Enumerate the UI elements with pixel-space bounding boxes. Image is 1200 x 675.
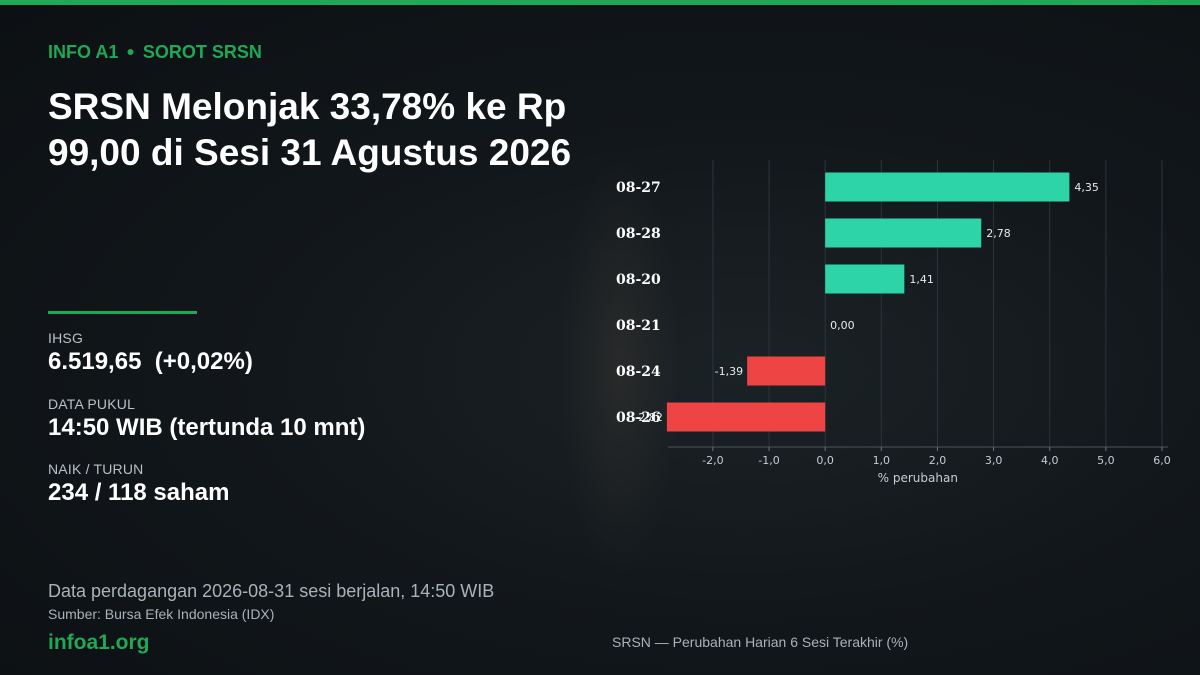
bar: [825, 172, 1070, 202]
data-label: -2,82: [634, 411, 662, 424]
top-accent-bar: [0, 0, 1200, 5]
data-label: 0,00: [830, 319, 855, 332]
x-axis-label: % perubahan: [878, 471, 958, 485]
x-tick-label: 5,0: [1097, 454, 1115, 467]
stat-ihsg: IHSG 6.519,65 (+0,02%): [48, 330, 253, 376]
brand-label: INFO A1: [48, 42, 119, 62]
trading-note: Data perdagangan 2026-08-31 sesi berjala…: [48, 581, 495, 601]
category-label: 08-24: [616, 364, 661, 380]
x-tick-label: 3,0: [985, 454, 1003, 467]
background-glow: [560, 150, 680, 580]
headline: SRSN Melonjak 33,78% ke Rp 99,00 di Sesi…: [48, 86, 572, 173]
section-label: SOROT SRSN: [142, 42, 262, 62]
category-label: 08-20: [616, 272, 661, 288]
bar-chart: -2,0 -1,0 0,0 1,0 2,0 3,0 4,0 5,0 6,0 % perubahan…: [616, 160, 1171, 485]
stat-label: DATA PUKUL: [48, 396, 136, 412]
bar: [666, 402, 826, 432]
category-label: 08-26: [616, 410, 661, 426]
bullet-dot-icon: ●: [126, 43, 135, 59]
data-label: -1,39: [715, 365, 743, 378]
x-tick-label: 4,0: [1041, 454, 1059, 467]
kicker: INFO A1 ● SOROT SRSN: [48, 42, 262, 63]
category-label: 08-27: [616, 180, 661, 196]
stat-label: IHSG: [48, 330, 84, 346]
data-label: 1,41: [909, 273, 934, 286]
category-label: 08-21: [616, 318, 661, 334]
stat-data-time: DATA PUKUL 14:50 WIB (tertunda 10 mnt): [48, 396, 365, 442]
bar: [825, 264, 905, 294]
bar: [825, 218, 982, 248]
source-note: Sumber: Bursa Efek Indonesia (IDX): [48, 606, 275, 622]
x-tick-label: 2,0: [929, 454, 947, 467]
data-label: 4,35: [1074, 181, 1099, 194]
x-tick-label: 1,0: [873, 454, 891, 467]
data-label: 2,78: [986, 227, 1011, 240]
stat-value: 234 / 118 saham: [48, 479, 230, 506]
x-tick-label: 0,0: [816, 454, 834, 467]
chart-caption: SRSN — Perubahan Harian 6 Sesi Terakhir …: [612, 634, 909, 650]
stat-advance-decline: NAIK / TURUN 234 / 118 saham: [48, 461, 229, 507]
x-tick-label: 6,0: [1153, 454, 1171, 467]
stat-value: 14:50 WIB (tertunda 10 mnt): [48, 414, 366, 441]
accent-divider: [48, 311, 197, 314]
x-tick-label: -1,0: [758, 454, 779, 467]
category-label: 08-28: [616, 226, 661, 242]
bar: [747, 356, 826, 386]
stat-value: 6.519,65 (+0,02%): [48, 348, 253, 375]
x-tick-label: -2,0: [702, 454, 723, 467]
stat-label: NAIK / TURUN: [48, 461, 144, 477]
site-link[interactable]: infoa1.org: [48, 631, 150, 654]
